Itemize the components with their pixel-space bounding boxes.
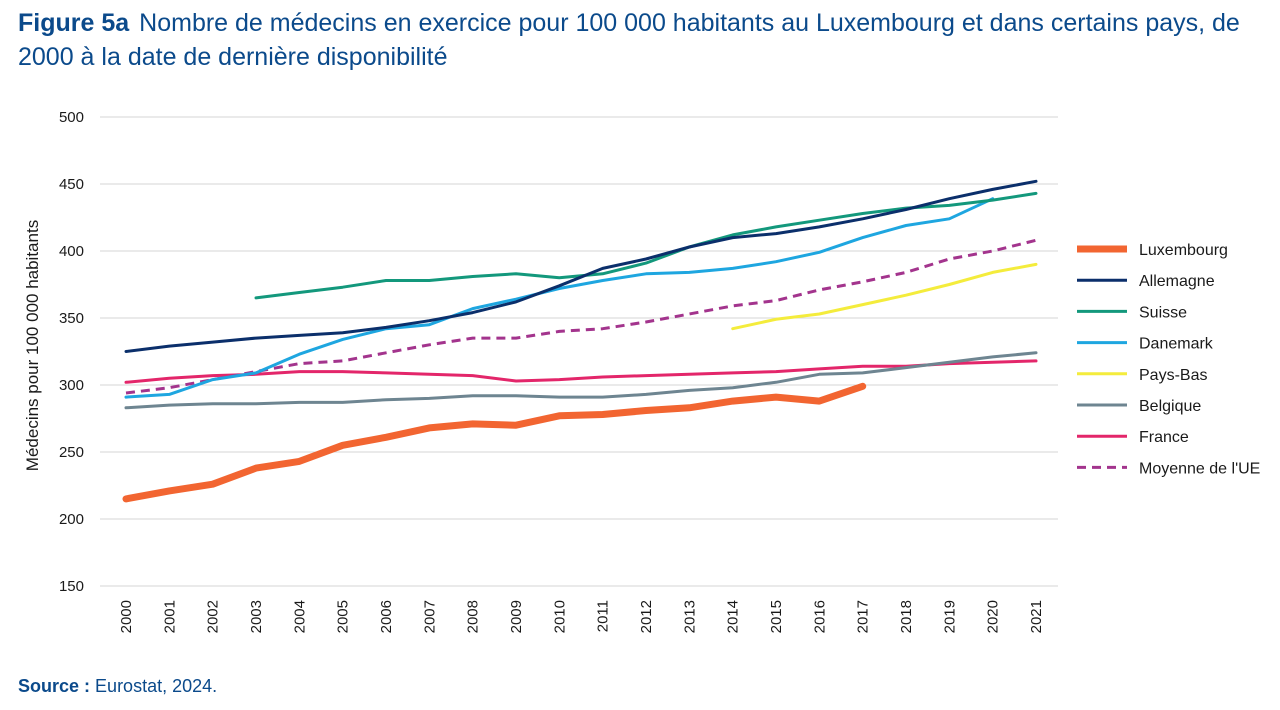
x-tick-label: 2013 (681, 600, 698, 633)
x-tick-label: 2010 (551, 600, 568, 633)
y-tick-label: 250 (59, 444, 84, 461)
y-tick-label: 300 (59, 377, 84, 394)
series-line-0 (122, 382, 867, 503)
series-line-2 (254, 191, 1038, 300)
series-line-4 (731, 262, 1038, 331)
x-tick-label: 2016 (811, 600, 828, 633)
x-tick-label: 2005 (335, 600, 352, 633)
y-axis-ticks: 150 200 250 300 350 400 450 500 (59, 109, 84, 595)
legend-label: Suisse (1139, 304, 1187, 321)
y-axis-label: Médecins pour 100 000 habitants (23, 220, 42, 471)
x-tick-label: 2019 (941, 600, 958, 633)
x-tick-label: 2000 (118, 600, 135, 633)
series-line-6 (124, 359, 1038, 384)
x-tick-label: 2021 (1028, 600, 1045, 633)
legend-label: Luxembourg (1139, 242, 1228, 259)
legend: Luxembourg Allemagne Suisse Danemark Pays-Ba… (1077, 242, 1260, 477)
source-label: Source : (18, 676, 91, 696)
figure-number: Figure 5a (18, 9, 130, 37)
series-line-5 (124, 351, 1038, 410)
series-line-1 (124, 179, 1038, 353)
source-text: Eurostat, 2024. (95, 676, 218, 696)
x-tick-label: 2004 (291, 600, 308, 633)
y-tick-label: 500 (59, 109, 84, 126)
x-tick-label: 2003 (248, 600, 265, 633)
x-tick-label: 2018 (898, 600, 915, 633)
series-lines (122, 179, 1038, 503)
y-tick-label: 200 (59, 511, 84, 528)
x-axis-ticks: 2000 2001 2002 2003 2004 2005 2006 2007 2008 2009… (118, 600, 1045, 633)
legend-label: Belgique (1139, 398, 1201, 415)
legend-label: France (1139, 429, 1189, 446)
x-tick-label: 2006 (378, 600, 395, 633)
x-tick-label: 2017 (855, 600, 872, 633)
x-tick-label: 2001 (161, 600, 178, 633)
x-tick-label: 2012 (638, 600, 655, 633)
x-tick-label: 2009 (508, 600, 525, 633)
x-tick-label: 2014 (725, 600, 742, 633)
y-tick-label: 350 (59, 310, 84, 327)
x-tick-label: 2008 (465, 600, 482, 633)
x-tick-label: 2011 (595, 600, 612, 632)
figure-title: Nombre de médecins en exercice pour 100 … (18, 9, 1240, 71)
x-tick-label: 2020 (985, 600, 1002, 633)
x-tick-label: 2002 (205, 600, 222, 633)
source-note: Source : Eurostat, 2024. (18, 676, 217, 697)
chart-title: Figure 5a Nombre de médecins en exercice … (18, 6, 1258, 74)
series-line-3 (124, 197, 995, 399)
legend-label: Moyenne de l'UE (1139, 460, 1260, 477)
legend-label: Allemagne (1139, 273, 1215, 290)
y-tick-label: 450 (59, 176, 84, 193)
grid-lines (100, 116, 1058, 587)
series-line-7 (125, 238, 1037, 395)
x-tick-label: 2015 (768, 600, 785, 633)
legend-label: Danemark (1139, 336, 1214, 353)
x-tick-label: 2007 (421, 600, 438, 633)
y-tick-label: 400 (59, 243, 84, 260)
y-tick-label: 150 (59, 578, 84, 595)
legend-label: Pays-Bas (1139, 367, 1207, 384)
